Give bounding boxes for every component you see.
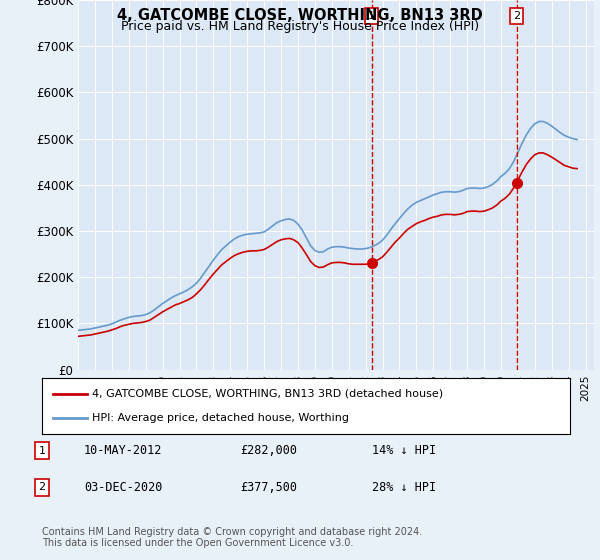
- Text: 2: 2: [38, 482, 46, 492]
- Text: HPI: Average price, detached house, Worthing: HPI: Average price, detached house, Wort…: [92, 413, 349, 423]
- Text: 4, GATCOMBE CLOSE, WORTHING, BN13 3RD (detached house): 4, GATCOMBE CLOSE, WORTHING, BN13 3RD (d…: [92, 389, 443, 399]
- Text: 1: 1: [368, 11, 375, 21]
- Text: £377,500: £377,500: [240, 480, 297, 494]
- Text: £282,000: £282,000: [240, 444, 297, 458]
- Text: 10-MAY-2012: 10-MAY-2012: [84, 444, 163, 458]
- Text: Price paid vs. HM Land Registry's House Price Index (HPI): Price paid vs. HM Land Registry's House …: [121, 20, 479, 32]
- Text: 03-DEC-2020: 03-DEC-2020: [84, 480, 163, 494]
- Text: 1: 1: [38, 446, 46, 456]
- Text: 14% ↓ HPI: 14% ↓ HPI: [372, 444, 436, 458]
- Text: 2: 2: [513, 11, 520, 21]
- Text: Contains HM Land Registry data © Crown copyright and database right 2024.
This d: Contains HM Land Registry data © Crown c…: [42, 527, 422, 548]
- Text: 4, GATCOMBE CLOSE, WORTHING, BN13 3RD: 4, GATCOMBE CLOSE, WORTHING, BN13 3RD: [117, 8, 483, 24]
- Text: 28% ↓ HPI: 28% ↓ HPI: [372, 480, 436, 494]
